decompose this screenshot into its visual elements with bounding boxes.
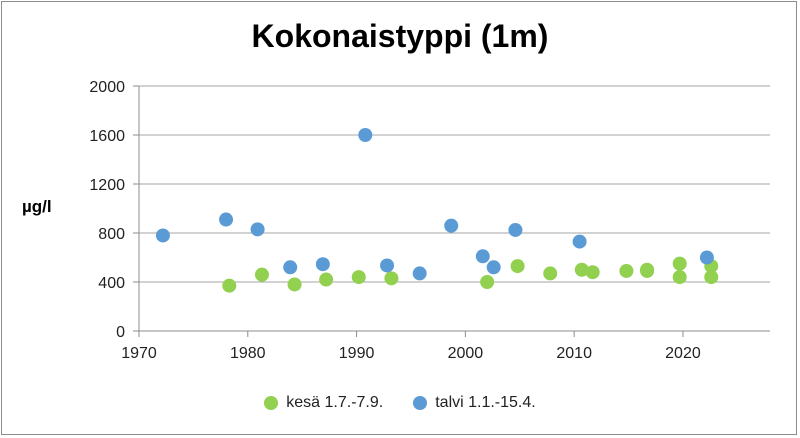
y-tick-label: 400 xyxy=(98,275,125,292)
data-point-kesa xyxy=(287,277,302,292)
y-tick-label: 800 xyxy=(98,226,125,243)
data-point-kesa xyxy=(574,262,589,277)
data-point-kesa xyxy=(254,267,269,282)
data-point-kesa xyxy=(585,265,600,280)
data-point-talvi xyxy=(444,218,459,233)
data-point-talvi xyxy=(250,222,265,237)
legend-label-kesa: kesä 1.7.-7.9. xyxy=(286,394,384,411)
data-point-kesa xyxy=(222,278,237,293)
data-point-kesa xyxy=(384,271,399,286)
data-point-kesa xyxy=(319,272,334,287)
data-point-kesa xyxy=(543,266,558,281)
y-tick-label: 1200 xyxy=(89,177,125,194)
data-point-talvi xyxy=(155,228,170,243)
data-point-talvi xyxy=(572,234,587,249)
legend-label-talvi: talvi 1.1.-15.4. xyxy=(435,394,536,411)
x-tick-label: 2020 xyxy=(665,345,701,362)
data-point-kesa xyxy=(619,263,634,278)
data-point-kesa xyxy=(672,256,687,271)
y-tick-label: 2000 xyxy=(89,79,125,96)
data-point-talvi xyxy=(412,266,427,281)
data-point-talvi xyxy=(380,258,395,273)
data-point-talvi xyxy=(475,249,490,264)
x-tick-label: 1990 xyxy=(339,345,375,362)
data-point-talvi xyxy=(699,250,714,265)
x-tick-label: 2010 xyxy=(556,345,592,362)
data-point-kesa xyxy=(672,270,687,285)
y-axis-label: µg/l xyxy=(22,197,52,216)
legend-swatch-talvi xyxy=(413,396,428,410)
data-point-talvi xyxy=(283,260,298,275)
data-point-kesa xyxy=(480,275,495,289)
x-tick-label: 2000 xyxy=(448,345,484,362)
y-tick-label: 1600 xyxy=(89,128,125,145)
legend: kesä 1.7.-7.9. talvi 1.1.-15.4. xyxy=(0,394,800,412)
y-tick-label: 0 xyxy=(116,324,125,341)
x-tick-label: 1980 xyxy=(230,345,266,362)
data-point-talvi xyxy=(315,257,330,272)
data-point-talvi xyxy=(508,222,523,237)
data-point-talvi xyxy=(219,212,234,227)
legend-swatch-kesa xyxy=(264,396,279,410)
legend-item-talvi: talvi 1.1.-15.4. xyxy=(413,394,536,412)
x-tick-label: 1970 xyxy=(121,345,157,362)
data-point-kesa xyxy=(704,270,719,285)
data-point-kesa xyxy=(510,259,525,274)
legend-item-kesa: kesä 1.7.-7.9. xyxy=(264,394,383,412)
data-point-talvi xyxy=(486,260,501,275)
data-point-kesa xyxy=(351,270,366,285)
chart-title: Kokonaistyppi (1m) xyxy=(251,18,549,54)
data-point-kesa xyxy=(640,263,655,278)
data-point-talvi xyxy=(358,128,373,142)
